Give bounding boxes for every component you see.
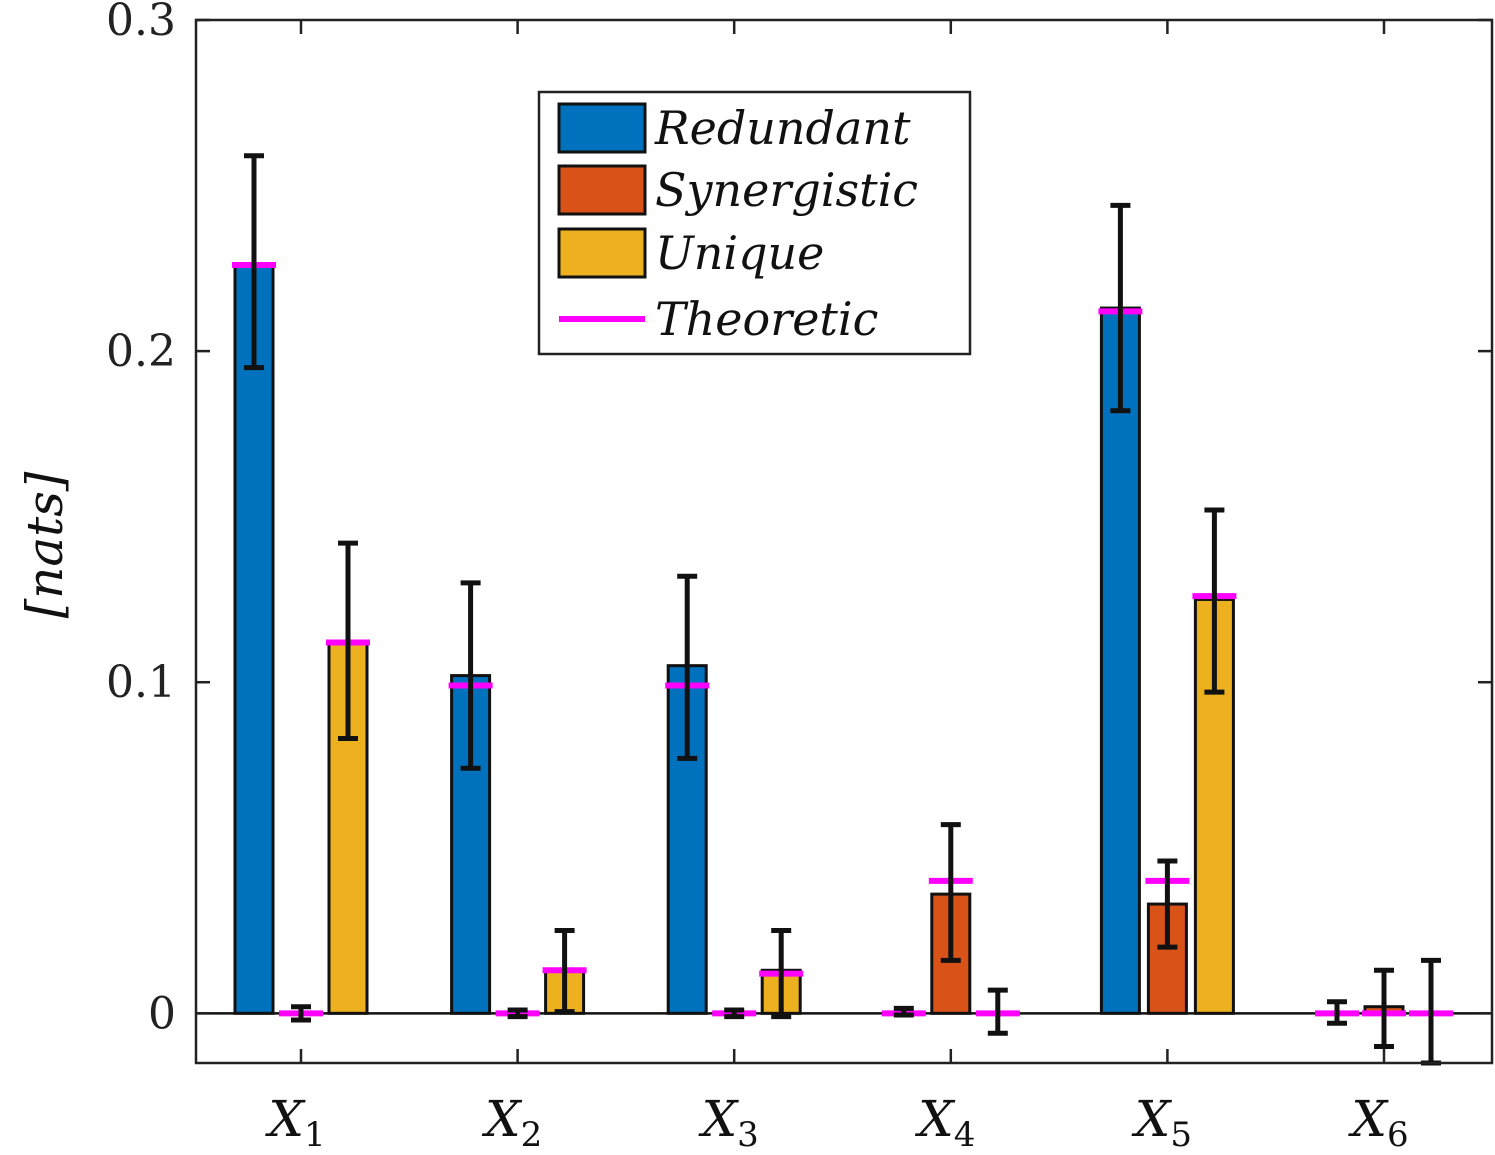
plot-frame: [194, 18, 1494, 1065]
bar-redundant-1: [233, 263, 275, 1015]
x-category-label: X2: [481, 1090, 542, 1155]
y-tick-label: 0.2: [106, 326, 176, 377]
error-bar-redundant-2: [460, 580, 481, 771]
x-category-main: X: [1347, 1090, 1389, 1148]
legend-label-synergistic: Synergistic: [655, 163, 918, 217]
x-category-main: X: [481, 1090, 523, 1148]
x-category-label: X4: [914, 1090, 975, 1155]
y-axis-label: [nats]: [16, 471, 74, 618]
legend-swatch-unique: [557, 227, 647, 279]
error-bar-unique-4: [987, 987, 1008, 1036]
error-bar-unique-3: [771, 928, 792, 1020]
error-bar-synergistic-4: [940, 822, 961, 963]
bars-layer: [233, 263, 1452, 1016]
y-tick-label: 0: [148, 988, 176, 1039]
legend-label-theoretic: Theoretic: [655, 292, 878, 346]
x-category-main: X: [698, 1090, 740, 1148]
y-tick-label: 0.3: [106, 0, 176, 46]
legend-label-redundant: Redundant: [654, 101, 911, 155]
legend-swatch-synergistic: [557, 164, 647, 216]
legend-swatch-redundant: [557, 102, 647, 154]
error-bars-layer: [244, 153, 1441, 1066]
error-bar-redundant-4: [893, 1005, 914, 1018]
x-category-subscript: 2: [521, 1115, 543, 1155]
x-category-subscript: 1: [304, 1115, 326, 1155]
bar-redundant-5: [1099, 306, 1141, 1015]
x-category-label: X1: [264, 1090, 325, 1155]
x-category-main: X: [914, 1090, 956, 1148]
x-category-subscript: 3: [737, 1115, 759, 1155]
x-category-main: X: [264, 1090, 306, 1148]
bar-synergistic-5: [1146, 902, 1188, 1015]
y-tick-label: 0.1: [106, 657, 176, 708]
error-bar-synergistic-1: [291, 1004, 311, 1023]
legend-label-unique: Unique: [655, 226, 824, 280]
x-category-label: X3: [698, 1090, 759, 1155]
error-bar-synergistic-5: [1157, 858, 1178, 950]
error-bar-synergistic-6: [1374, 967, 1394, 1049]
axes-layer: 00.10.20.3X1 X2 X3 X4 X5 X6[nats]: [16, 0, 1494, 1155]
error-bar-unique-2: [554, 928, 575, 1015]
legend: Redundant Synergistic Unique Theoretic: [537, 90, 972, 356]
x-category-label: X5: [1131, 1090, 1192, 1155]
x-category-subscript: 6: [1387, 1115, 1409, 1155]
x-category-subscript: 5: [1170, 1115, 1192, 1155]
error-bar-unique-5: [1204, 507, 1225, 695]
error-bar-redundant-6: [1327, 999, 1347, 1026]
x-category-main: X: [1131, 1090, 1173, 1148]
error-bar-redundant-3: [677, 573, 698, 761]
error-bar-synergistic-3: [724, 1007, 745, 1020]
theoretic-markers-layer: [232, 262, 1453, 1017]
error-bar-redundant-5: [1110, 202, 1131, 414]
error-bar-unique-1: [338, 540, 358, 742]
error-bar-synergistic-2: [507, 1007, 528, 1020]
x-category-label: X6: [1347, 1090, 1408, 1155]
error-bar-redundant-1: [244, 153, 264, 371]
x-category-subscript: 4: [954, 1115, 976, 1155]
